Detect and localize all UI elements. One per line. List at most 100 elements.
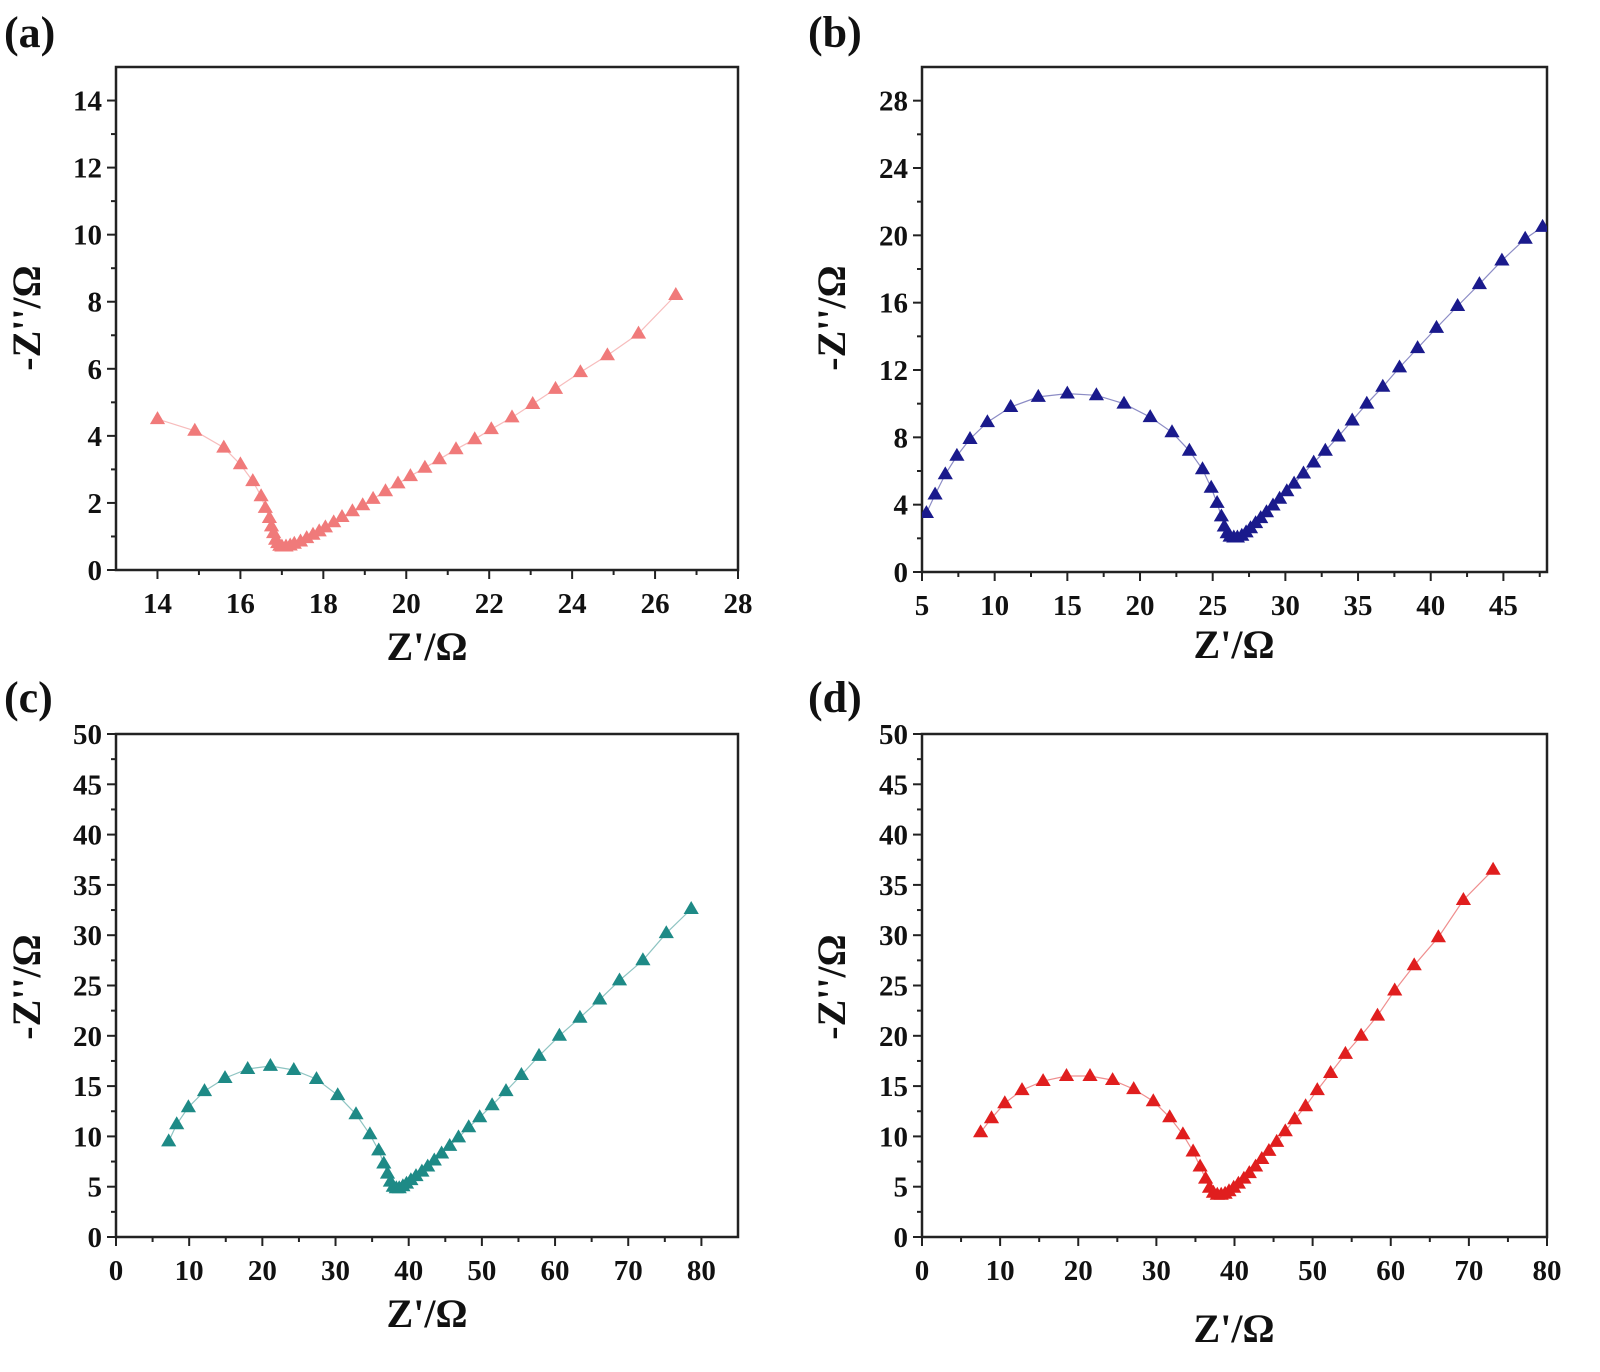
y-tick-label: 40 bbox=[879, 820, 908, 852]
data-point bbox=[498, 1083, 514, 1097]
x-tick-label: 20 bbox=[1064, 1255, 1093, 1287]
data-point bbox=[1455, 892, 1471, 905]
data-point bbox=[630, 325, 647, 339]
data-point bbox=[1209, 495, 1225, 508]
panel-c: (c) 0 10 20 30 40 50 60 70 80 0 5 10 15 20 25 30 35 40 45 50… bbox=[4, 673, 740, 1336]
data-point bbox=[417, 459, 433, 473]
y-tick-label: 20 bbox=[879, 1021, 908, 1053]
data-point bbox=[611, 972, 628, 986]
data-point bbox=[1535, 218, 1547, 232]
y-tick-label: 6 bbox=[88, 354, 103, 386]
y-tick-label: 14 bbox=[73, 86, 102, 118]
data-point bbox=[1428, 319, 1445, 333]
data-point bbox=[572, 1009, 588, 1023]
y-tick-label: 50 bbox=[73, 719, 102, 751]
data-series bbox=[973, 861, 1501, 1200]
plot-frame bbox=[114, 65, 740, 572]
data-point bbox=[599, 347, 615, 361]
data-point bbox=[1258, 504, 1275, 518]
data-point bbox=[472, 1109, 488, 1123]
data-point bbox=[1175, 1126, 1191, 1140]
y-tick-label: 25 bbox=[73, 971, 102, 1003]
x-tick-label: 30 bbox=[1142, 1255, 1171, 1287]
x-tick-label: 35 bbox=[1344, 590, 1373, 622]
data-point bbox=[1295, 465, 1312, 479]
data-point bbox=[355, 497, 371, 511]
data-point bbox=[426, 1152, 442, 1166]
data-point bbox=[658, 925, 674, 939]
data-point bbox=[330, 1087, 346, 1101]
data-point bbox=[169, 1116, 185, 1130]
y-tick-label: 45 bbox=[879, 769, 908, 801]
y-tick-label: 12 bbox=[879, 355, 908, 387]
data-point bbox=[1014, 1082, 1030, 1096]
data-point bbox=[1450, 298, 1466, 311]
data-point bbox=[217, 1070, 233, 1083]
data-point bbox=[1164, 424, 1180, 438]
y-tick-label: 30 bbox=[73, 920, 102, 952]
plot-frame bbox=[920, 65, 1549, 574]
x-tick-label: 16 bbox=[226, 588, 255, 620]
y-tick-label: 28 bbox=[879, 86, 908, 118]
x-axis-title: Z'/Ω bbox=[387, 624, 468, 669]
x-tick-label: 70 bbox=[614, 1255, 643, 1287]
y-tick-label: 15 bbox=[879, 1071, 908, 1103]
x-tick-label: 30 bbox=[1271, 590, 1300, 622]
data-point bbox=[348, 1106, 364, 1120]
data-point bbox=[635, 952, 651, 966]
x-tick-label: 0 bbox=[109, 1255, 124, 1287]
y-axis-title: -Z''/Ω bbox=[809, 934, 854, 1039]
x-tick-label: 80 bbox=[1533, 1255, 1562, 1287]
x-tick-label: 40 bbox=[1416, 590, 1445, 622]
y-tick-label: 0 bbox=[894, 557, 909, 589]
data-point bbox=[592, 991, 608, 1005]
data-point bbox=[317, 519, 333, 533]
series-line bbox=[925, 226, 1543, 539]
data-point bbox=[1194, 461, 1211, 475]
data-point bbox=[1272, 490, 1288, 504]
data-point bbox=[949, 447, 965, 461]
data-point bbox=[266, 525, 282, 539]
data-point bbox=[668, 287, 684, 300]
data-point bbox=[1203, 479, 1219, 493]
data-point bbox=[402, 468, 418, 482]
data-point bbox=[1116, 395, 1132, 409]
x-tick-label: 50 bbox=[467, 1255, 496, 1287]
data-point bbox=[1261, 1143, 1277, 1156]
data-point bbox=[1126, 1081, 1142, 1095]
y-tick-label: 10 bbox=[73, 220, 102, 252]
y-tick-label: 35 bbox=[879, 870, 908, 902]
data-point bbox=[1059, 385, 1075, 399]
y-tick-label: 10 bbox=[73, 1121, 102, 1153]
data-point bbox=[442, 1138, 458, 1151]
data-point bbox=[1279, 483, 1295, 497]
x-tick-label: 70 bbox=[1454, 1255, 1483, 1287]
x-tick-label: 15 bbox=[1053, 590, 1082, 622]
x-tick-label: 30 bbox=[321, 1255, 350, 1287]
panel-label: (d) bbox=[808, 673, 862, 722]
data-point bbox=[240, 1061, 256, 1074]
data-point bbox=[461, 1119, 477, 1133]
data-point bbox=[1485, 861, 1501, 875]
x-tick-label: 20 bbox=[392, 588, 421, 620]
data-point bbox=[1145, 1093, 1161, 1107]
data-point bbox=[196, 1083, 213, 1097]
data-point bbox=[149, 411, 166, 425]
data-point bbox=[1192, 1158, 1208, 1172]
x-axis-title: Z'/Ω bbox=[1194, 622, 1275, 667]
x-tick-label: 0 bbox=[915, 1255, 930, 1287]
data-point bbox=[1337, 1045, 1353, 1059]
x-tick-label: 60 bbox=[541, 1255, 570, 1287]
data-point bbox=[1142, 409, 1158, 423]
data-point bbox=[1369, 1007, 1386, 1021]
data-point bbox=[983, 1110, 1000, 1124]
data-point bbox=[371, 1142, 387, 1156]
series-line bbox=[157, 294, 677, 548]
data-point bbox=[1309, 1082, 1325, 1096]
y-tick-label: 8 bbox=[88, 287, 103, 319]
data-point bbox=[1298, 1098, 1314, 1112]
data-point bbox=[245, 473, 261, 487]
y-tick-label: 20 bbox=[73, 1021, 102, 1053]
data-point bbox=[1430, 929, 1446, 943]
panel-d: (d) 0 10 20 30 40 50 60 70 80 0 5 10 15 20 25 30 35 40 45 50… bbox=[808, 673, 1562, 1351]
